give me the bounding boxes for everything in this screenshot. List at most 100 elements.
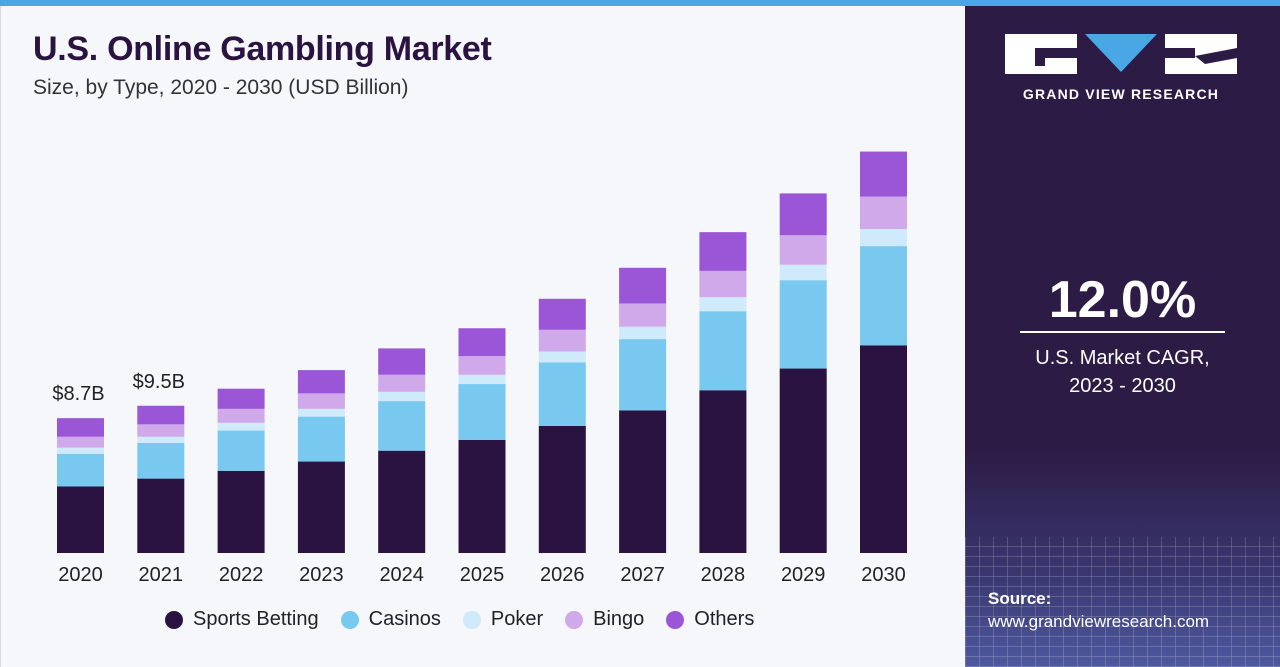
data-label: $8.7B <box>52 383 104 405</box>
grand-view-research-logo-icon <box>1005 34 1237 74</box>
bar-segment-others-2020 <box>57 418 104 437</box>
legend-label: Casinos <box>368 608 441 630</box>
x-tick-label: 2027 <box>620 564 665 586</box>
stacked-bar-chart: 2020 $8.7B 2021 $9.5B 2022 2023 2024 2025 2026 20… <box>52 151 907 586</box>
bar-segment-bingo-2030 <box>860 196 907 230</box>
top-accent-bar <box>0 0 1280 6</box>
bar-segment-poker-2030 <box>860 229 907 247</box>
legend-label: Others <box>694 608 755 630</box>
bar-segment-bingo-2027 <box>619 303 667 327</box>
bar-segment-poker-2029 <box>779 264 827 281</box>
bar-segment-poker-2028 <box>699 297 747 312</box>
x-tick-label: 2020 <box>58 564 103 586</box>
bar-segment-others-2029 <box>779 193 827 236</box>
decorative-gradient <box>965 447 1280 667</box>
bar-segment-poker-2027 <box>619 326 667 340</box>
bar-segment-sports-betting-2024 <box>378 450 426 553</box>
legend-item-sports-betting: Sports Betting <box>165 608 319 631</box>
bar-segment-bingo-2020 <box>57 436 104 448</box>
bar-segment-others-2023 <box>297 370 345 394</box>
bar-segment-casinos-2026 <box>538 362 586 426</box>
legend-swatch <box>565 610 584 629</box>
chart-subtitle: Size, by Type, 2020 - 2030 (USD Billion) <box>33 76 409 99</box>
data-label: $9.5B <box>133 371 185 393</box>
legend-label: Bingo <box>593 608 645 630</box>
decorative-grid <box>965 537 1280 667</box>
bar-segment-others-2021 <box>137 405 185 425</box>
bar-segment-casinos-2022 <box>217 430 265 471</box>
legend-item-casinos: Casinos <box>340 608 441 631</box>
x-tick-label: 2028 <box>701 564 746 586</box>
bar-segment-others-2026 <box>538 298 586 330</box>
bar-segment-casinos-2024 <box>378 401 426 451</box>
bar-segment-others-2024 <box>378 348 426 375</box>
bar-segment-poker-2026 <box>538 351 586 363</box>
legend-item-bingo: Bingo <box>565 608 644 631</box>
bar-segment-others-2028 <box>699 232 747 271</box>
bar-segment-poker-2021 <box>137 436 185 443</box>
bar-segment-poker-2023 <box>297 408 345 417</box>
bar-segment-sports-betting-2027 <box>619 410 667 553</box>
x-tick-label: 2022 <box>219 564 264 586</box>
legend-swatch <box>340 610 359 629</box>
bar-segment-sports-betting-2022 <box>217 470 265 553</box>
bar-segment-bingo-2021 <box>137 424 185 437</box>
bar-segment-casinos-2028 <box>699 311 747 391</box>
bar-segment-poker-2020 <box>57 447 104 454</box>
bar-segment-bingo-2022 <box>217 408 265 423</box>
chart-title: U.S. Online Gambling Market <box>33 30 492 68</box>
x-tick-label: 2030 <box>861 564 906 586</box>
bar-segment-others-2027 <box>619 267 667 304</box>
cagr-divider <box>1020 331 1225 333</box>
bar-segment-bingo-2023 <box>297 393 345 409</box>
x-tick-label: 2024 <box>379 564 424 586</box>
bar-segment-casinos-2030 <box>860 246 907 346</box>
cagr-label-line2: 2023 - 2030 <box>1069 375 1176 397</box>
bar-segment-sports-betting-2020 <box>57 486 104 553</box>
bar-segment-casinos-2025 <box>458 384 506 440</box>
x-tick-label: 2029 <box>781 564 826 586</box>
bar-segment-casinos-2027 <box>619 339 667 411</box>
bar-segment-sports-betting-2021 <box>137 478 185 553</box>
bar-segment-sports-betting-2026 <box>538 425 586 553</box>
bar-segment-others-2030 <box>860 151 907 197</box>
bar-segment-others-2025 <box>458 328 506 357</box>
bar-segment-sports-betting-2028 <box>699 390 747 553</box>
source-label: Source: <box>988 589 1052 608</box>
bar-segment-poker-2022 <box>217 422 265 431</box>
legend-swatch <box>165 610 183 629</box>
legend-label: Poker <box>490 608 544 630</box>
bar-segment-poker-2025 <box>458 374 506 385</box>
x-tick-label: 2023 <box>299 564 344 586</box>
bar-segment-bingo-2029 <box>779 235 827 265</box>
bar-segment-casinos-2021 <box>137 442 185 479</box>
x-tick-label: 2021 <box>139 564 184 586</box>
bar-segment-sports-betting-2023 <box>297 461 345 553</box>
cagr-label: U.S. Market CAGR, 2023 - 2030 <box>1020 344 1225 400</box>
legend-label: Sports Betting <box>193 608 319 630</box>
bar-segment-casinos-2020 <box>57 453 104 487</box>
bar-segment-sports-betting-2025 <box>458 439 506 553</box>
legend-swatch <box>666 610 685 629</box>
x-tick-label: 2026 <box>540 564 585 586</box>
bar-segment-others-2022 <box>217 388 265 409</box>
bar-segment-sports-betting-2029 <box>779 368 827 553</box>
legend-item-poker: Poker <box>462 608 544 631</box>
bar-segment-casinos-2029 <box>779 280 827 369</box>
source-url[interactable]: www.grandviewresearch.com <box>988 612 1210 631</box>
cagr-label-line1: U.S. Market CAGR, <box>1035 347 1210 369</box>
bar-segment-bingo-2025 <box>458 356 506 375</box>
chart-legend: Sports Betting Casinos Poker Bingo Others <box>165 608 776 631</box>
x-tick-label: 2025 <box>460 564 505 586</box>
legend-item-others: Others <box>666 608 754 631</box>
bar-segment-bingo-2024 <box>378 374 426 392</box>
brand-name: GRAND VIEW RESEARCH <box>1022 86 1220 102</box>
cagr-value: 12.0% <box>1048 271 1197 329</box>
bar-segment-bingo-2028 <box>699 270 747 298</box>
bar-segment-bingo-2026 <box>538 329 586 352</box>
bar-segment-casinos-2023 <box>297 416 345 462</box>
bar-segment-poker-2024 <box>378 391 426 402</box>
bar-segment-sports-betting-2030 <box>860 345 907 553</box>
legend-swatch <box>462 610 481 629</box>
